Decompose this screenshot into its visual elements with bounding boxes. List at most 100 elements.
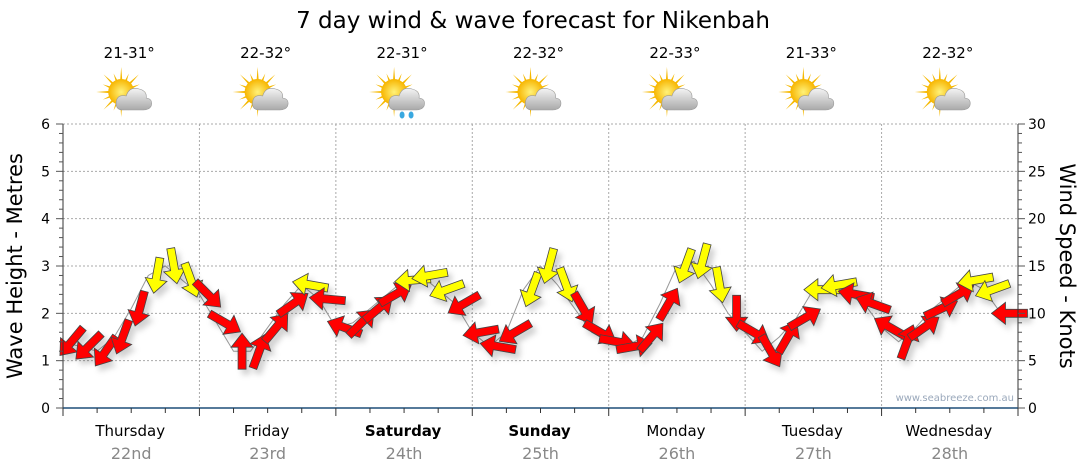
day-labels: Thursday 22nd 21-31° Friday 23rd 22-32° Saturd… bbox=[94, 44, 992, 463]
sun-ray bbox=[232, 90, 248, 94]
wind-arrow bbox=[447, 290, 482, 316]
day-label: Saturday bbox=[365, 422, 442, 440]
date-label: 25th bbox=[522, 444, 559, 463]
y-axis-right-label: Wind Speed - Knots bbox=[1055, 163, 1079, 368]
y-tick-right: 25 bbox=[1028, 164, 1046, 180]
wave-height-series bbox=[62, 260, 1002, 352]
wind-arrow bbox=[230, 332, 254, 370]
wind-arrow bbox=[291, 272, 330, 296]
wind-arrow bbox=[75, 330, 105, 360]
date-label: 24th bbox=[386, 444, 423, 463]
wind-arrow bbox=[673, 247, 696, 284]
wind-arrow bbox=[906, 315, 940, 342]
rain-drop bbox=[399, 111, 405, 119]
wind-arrow bbox=[498, 319, 534, 345]
y-tick-right: 0 bbox=[1028, 401, 1037, 417]
date-label: 27th bbox=[795, 444, 832, 463]
y-tick-left: 2 bbox=[41, 306, 50, 322]
sun-ray bbox=[529, 67, 532, 83]
temperature-label: 22-31° bbox=[377, 44, 428, 62]
partly-cloudy-icon bbox=[232, 67, 289, 117]
date-label: 26th bbox=[659, 444, 696, 463]
temperature-label: 21-31° bbox=[104, 44, 155, 62]
day-label: Monday bbox=[646, 422, 705, 440]
temperature-label: 22-32° bbox=[922, 44, 973, 62]
y-tick-right: 30 bbox=[1028, 117, 1046, 133]
y-tick-right: 15 bbox=[1028, 259, 1046, 275]
y-tick-left: 4 bbox=[41, 212, 50, 228]
y-tick-left: 6 bbox=[41, 117, 50, 133]
y-tick-left: 0 bbox=[41, 401, 50, 417]
temperature-label: 22-33° bbox=[649, 44, 700, 62]
wind-arrow bbox=[708, 266, 732, 304]
sun-ray bbox=[802, 67, 805, 83]
cloud bbox=[252, 88, 289, 111]
wind-arrow bbox=[855, 291, 892, 315]
sun-ray bbox=[505, 90, 521, 94]
day-label: Sunday bbox=[508, 422, 571, 440]
date-label: 23rd bbox=[249, 444, 286, 463]
wind-arrow bbox=[110, 318, 134, 355]
wind-arrow bbox=[377, 282, 412, 308]
partly-cloudy-icon bbox=[505, 67, 562, 117]
cloud bbox=[661, 88, 698, 111]
wind-arrow bbox=[429, 279, 466, 303]
wind-arrow bbox=[690, 242, 713, 280]
y-tick-right: 20 bbox=[1028, 212, 1046, 228]
wind-arrow bbox=[275, 292, 309, 319]
wind-arrow bbox=[803, 277, 841, 302]
partly-cloudy-icon bbox=[778, 67, 835, 117]
y-tick-right: 5 bbox=[1028, 354, 1037, 370]
temperature-label: 22-32° bbox=[240, 44, 291, 62]
wind-arrow bbox=[411, 264, 449, 288]
wind-arrows bbox=[59, 242, 1028, 370]
day-label: Thursday bbox=[94, 422, 165, 440]
wave-height-line bbox=[62, 260, 1002, 352]
y-tick-left: 1 bbox=[41, 354, 50, 370]
wind-arrow bbox=[127, 289, 151, 327]
sun-ray bbox=[120, 67, 123, 83]
sun-ray bbox=[665, 67, 669, 83]
partly-cloudy-rain-icon bbox=[369, 67, 425, 119]
partly-cloudy-icon bbox=[641, 67, 698, 117]
y-axis-left-label: Wave Height - Metres bbox=[3, 153, 27, 379]
cloud bbox=[525, 88, 562, 111]
y-tick-right: 10 bbox=[1028, 306, 1046, 322]
sun-ray bbox=[778, 90, 794, 94]
sun-ray bbox=[392, 67, 396, 83]
cloud bbox=[388, 88, 425, 111]
cloud bbox=[115, 88, 152, 111]
sun-ray bbox=[369, 90, 385, 94]
wind-arrow bbox=[820, 273, 858, 298]
sun-ray bbox=[96, 90, 112, 94]
date-label: 28th bbox=[931, 444, 968, 463]
wind-arrow bbox=[555, 266, 579, 303]
cloud bbox=[797, 88, 835, 111]
wind-arrow bbox=[786, 306, 821, 332]
chart-title: 7 day wind & wave forecast for Nikenbah bbox=[296, 8, 770, 34]
day-label: Tuesday bbox=[781, 422, 843, 440]
sun-ray bbox=[641, 90, 658, 94]
day-label: Friday bbox=[244, 422, 290, 440]
rain-drop bbox=[408, 111, 414, 119]
wind-arrow bbox=[990, 301, 1028, 326]
y-tick-left: 5 bbox=[41, 164, 50, 180]
day-label: Wednesday bbox=[905, 422, 992, 440]
wind-arrow bbox=[655, 287, 681, 323]
wind-arrow bbox=[260, 313, 289, 345]
wind-arrow bbox=[248, 333, 272, 370]
partly-cloudy-icon bbox=[914, 67, 971, 117]
wind-arrow bbox=[191, 278, 222, 308]
cloud bbox=[934, 88, 971, 111]
wind-arrow bbox=[570, 290, 596, 325]
wind-arrow bbox=[957, 269, 995, 293]
wind-arrow bbox=[144, 256, 168, 294]
wind-arrow bbox=[940, 282, 975, 308]
axes: 0 01 52 103 154 205 256 30 bbox=[41, 117, 1046, 417]
temperature-label: 21-33° bbox=[786, 44, 837, 62]
date-label: 22nd bbox=[111, 444, 152, 463]
wind-arrow bbox=[206, 309, 242, 335]
temperature-label: 22-32° bbox=[513, 44, 564, 62]
wind-arrow bbox=[636, 322, 664, 354]
y-tick-left: 3 bbox=[41, 259, 50, 275]
